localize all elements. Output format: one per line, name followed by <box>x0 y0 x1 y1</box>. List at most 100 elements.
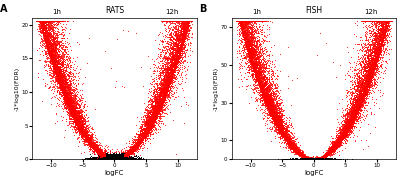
Point <box>152 111 158 114</box>
Point <box>317 157 323 160</box>
Point <box>322 158 328 161</box>
Point <box>356 95 362 98</box>
Point <box>305 158 311 161</box>
Point <box>164 71 170 74</box>
Point <box>332 137 338 140</box>
Point <box>269 84 275 87</box>
Point <box>114 157 121 159</box>
Point <box>120 157 126 159</box>
Point <box>276 120 282 123</box>
Point <box>246 58 252 61</box>
Point <box>237 19 244 22</box>
Point <box>307 157 313 160</box>
Point <box>185 19 191 22</box>
Point <box>264 91 270 93</box>
Point <box>157 112 164 115</box>
Point <box>299 155 306 158</box>
Point <box>179 57 185 60</box>
Point <box>114 158 120 161</box>
Point <box>378 37 384 40</box>
Point <box>57 33 63 36</box>
Point <box>124 157 130 160</box>
Point <box>254 78 261 81</box>
Point <box>147 117 154 120</box>
Point <box>123 158 129 160</box>
Point <box>136 139 143 142</box>
Point <box>310 158 316 161</box>
Point <box>348 117 354 120</box>
Point <box>180 55 186 58</box>
Point <box>244 52 251 55</box>
Point <box>256 55 262 58</box>
Point <box>364 80 370 83</box>
Point <box>183 19 189 22</box>
Point <box>132 145 138 148</box>
Point <box>96 151 102 154</box>
Point <box>371 31 377 34</box>
Point <box>111 158 117 161</box>
Point <box>302 156 308 159</box>
Point <box>312 158 318 161</box>
Point <box>117 158 123 160</box>
Point <box>298 153 304 156</box>
Point <box>53 72 59 75</box>
Point <box>354 112 360 114</box>
Point <box>322 151 329 154</box>
Point <box>66 90 72 93</box>
Point <box>356 84 363 87</box>
Point <box>292 145 298 148</box>
Point <box>353 111 360 114</box>
Point <box>380 19 386 22</box>
Point <box>146 127 153 130</box>
Point <box>121 157 128 160</box>
Point <box>36 19 43 22</box>
Point <box>110 158 116 161</box>
Point <box>44 24 51 27</box>
Point <box>316 158 322 161</box>
Point <box>168 47 174 50</box>
Point <box>374 54 381 57</box>
Point <box>367 25 374 28</box>
Point <box>242 40 248 43</box>
Point <box>188 19 195 22</box>
Point <box>168 85 174 88</box>
Point <box>359 98 365 100</box>
Point <box>378 39 384 42</box>
Point <box>356 101 362 103</box>
Point <box>63 51 70 53</box>
Point <box>369 54 375 57</box>
Point <box>65 105 72 108</box>
Point <box>347 123 354 126</box>
Point <box>116 157 123 160</box>
Point <box>324 158 330 160</box>
Point <box>300 155 306 158</box>
Point <box>111 158 117 161</box>
Point <box>39 19 45 22</box>
Point <box>129 149 135 152</box>
Point <box>316 157 322 160</box>
Point <box>315 158 322 160</box>
Point <box>348 120 354 123</box>
Point <box>323 153 330 156</box>
Point <box>298 158 305 160</box>
Point <box>250 65 257 68</box>
Point <box>48 56 55 59</box>
Point <box>54 64 60 67</box>
Point <box>63 110 70 112</box>
Point <box>320 158 326 161</box>
Point <box>261 89 268 92</box>
Point <box>92 157 98 160</box>
Point <box>356 105 363 108</box>
Point <box>246 39 253 42</box>
Point <box>147 123 153 126</box>
Point <box>113 157 119 159</box>
Point <box>168 56 174 58</box>
Point <box>105 156 112 159</box>
Point <box>385 19 392 22</box>
Point <box>286 157 292 160</box>
Point <box>127 157 133 160</box>
Point <box>262 67 269 70</box>
Point <box>250 88 257 91</box>
Point <box>85 136 91 139</box>
Point <box>248 55 254 58</box>
